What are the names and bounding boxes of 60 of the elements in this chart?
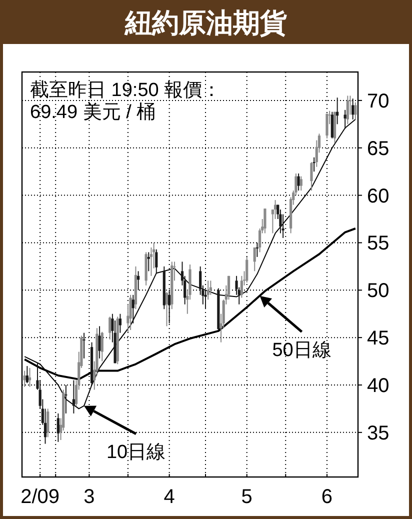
- ytick: 65: [367, 138, 390, 160]
- candlestick: [297, 172, 300, 192]
- ytick: 70: [367, 90, 390, 112]
- candlestick: [204, 290, 207, 310]
- candlestick: [98, 326, 101, 359]
- candlestick: [111, 313, 114, 343]
- candlestick: [227, 275, 230, 300]
- candlestick: [72, 380, 75, 414]
- xtick: 3: [84, 486, 95, 508]
- xtick: 5: [241, 486, 252, 508]
- xtick: 2/09: [20, 486, 60, 508]
- title: 紐約原油期貨: [125, 8, 287, 38]
- candlestick: [64, 384, 68, 414]
- candlestick: [256, 242, 258, 258]
- candlestick: [155, 248, 158, 274]
- candlestick: [300, 176, 302, 192]
- candlestick: [56, 412, 60, 442]
- candlestick: [108, 316, 112, 340]
- candlestick: [330, 111, 334, 139]
- candlestick: [100, 331, 104, 362]
- candlestick: [23, 370, 26, 388]
- candlestick: [246, 256, 248, 284]
- candlestick: [82, 332, 86, 359]
- ytick: 50: [367, 280, 390, 302]
- ytick: 35: [367, 422, 390, 444]
- candlestick: [168, 290, 171, 324]
- candlestick: [165, 292, 168, 327]
- candlestick: [279, 209, 282, 234]
- annotation: 10日線: [106, 442, 166, 463]
- candlestick: [132, 294, 134, 324]
- candlestick: [46, 408, 50, 438]
- candlestick: [147, 252, 150, 272]
- candlestick: [28, 367, 32, 388]
- ytick: 60: [367, 185, 390, 208]
- candlestick: [274, 200, 277, 220]
- xtick: 4: [164, 486, 175, 508]
- candlestick: [253, 246, 256, 272]
- candlestick: [336, 97, 339, 125]
- ytick: 45: [367, 328, 390, 350]
- candlestick: [282, 214, 284, 238]
- candlestick: [346, 95, 349, 125]
- xtick: 6: [321, 486, 333, 508]
- candlestick: [206, 280, 210, 300]
- candlestick: [328, 110, 331, 125]
- candlestick: [118, 313, 122, 334]
- candlestick: [26, 366, 28, 384]
- ytick: 40: [367, 375, 390, 397]
- candlestick: [129, 294, 132, 330]
- candlestick: [240, 275, 243, 298]
- annotation: 截至昨日 19:50 報價： 69.49 美元 / 桶: [30, 80, 222, 123]
- annotation: 50日線: [272, 340, 332, 361]
- candlestick: [312, 156, 316, 172]
- candlestick: [137, 270, 140, 291]
- candlestick: [354, 102, 357, 120]
- candlestick: [264, 208, 266, 234]
- candlestick: [310, 162, 313, 192]
- candlestick: [150, 246, 153, 276]
- candlestick: [344, 109, 346, 130]
- ytick: 55: [367, 232, 390, 255]
- candlestick: [352, 98, 354, 120]
